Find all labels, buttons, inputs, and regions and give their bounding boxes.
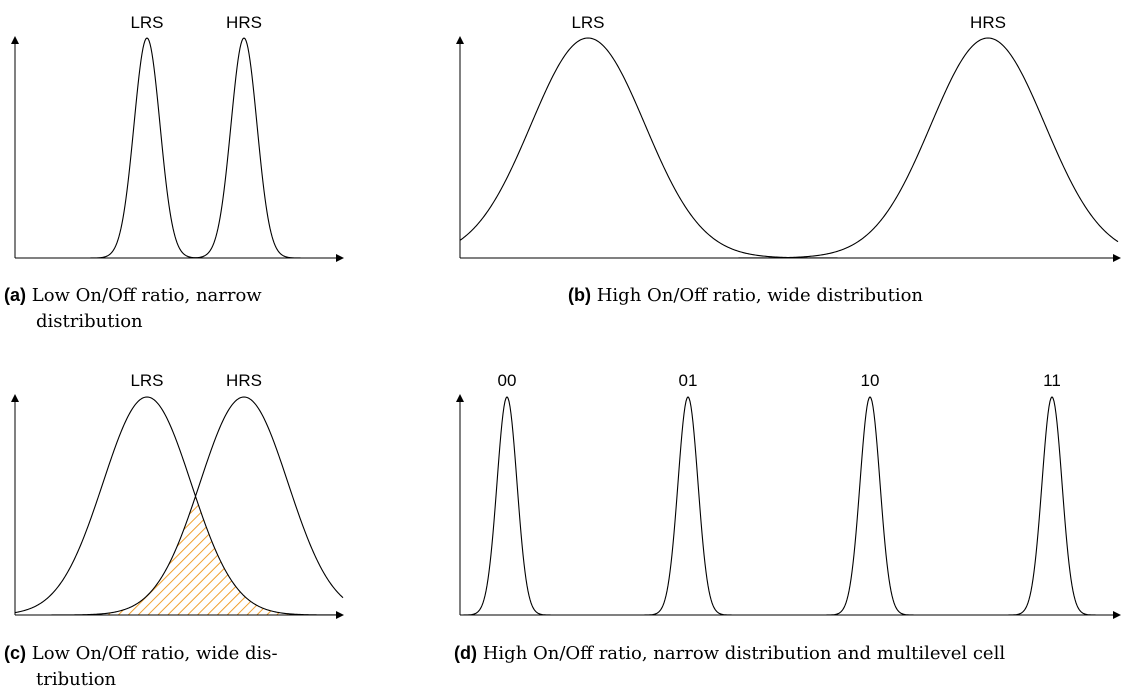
panel-b-hrs-curve [460,37,1119,259]
panel-b-caption: (b) High On/Off ratio, wide distribution [568,282,1128,309]
panel-b-plot: LRS HRS [456,13,1121,262]
panel-b-tag: (b) [568,285,591,305]
panel-a-hrs-label: HRS [226,13,262,32]
panel-c-caption-line2: tribution [36,669,117,690]
panel-c-overlap-hatch [15,497,343,615]
panel-a-hrs-curve [15,37,343,259]
panel-b-hrs-label: HRS [970,13,1006,32]
panel-d-10-curve [460,396,1118,616]
panel-d-tag: (d) [454,643,477,663]
panel-c-caption: (c) Low On/Off ratio, wide dis- tributio… [4,640,364,693]
panel-c-hrs-label: HRS [226,371,262,390]
panel-d-01-label: 01 [679,371,698,390]
panel-d-10-label: 10 [861,371,880,390]
panel-a-tag: (a) [4,285,26,305]
panel-c-lrs-label: LRS [130,371,163,390]
panel-b-lrs-label: LRS [571,13,604,32]
panel-c-lrs-curve [14,396,343,616]
panel-d-00-label: 00 [498,371,517,390]
panel-d-plot: 00 01 10 11 [456,371,1121,619]
panel-c-hrs-curve [15,396,344,616]
panel-d-11-label: 11 [1043,371,1061,390]
panel-d-00-curve [459,396,1118,616]
panel-b-lrs-curve [459,37,1118,259]
panel-c-caption-line1: Low On/Off ratio, wide dis- [31,643,278,664]
panel-d-01-curve [460,396,1118,616]
panel-a-plot: LRS HRS [11,13,344,262]
panel-a-caption: (a) Low On/Off ratio, narrow distributio… [4,282,364,335]
panel-d-caption-line1: High On/Off ratio, narrow distribution a… [482,643,1006,664]
panel-a-lrs-label: LRS [130,13,163,32]
panel-a-caption-line1: Low On/Off ratio, narrow [31,285,262,306]
panel-d-caption: (d) High On/Off ratio, narrow distributi… [454,640,1128,667]
panel-a-caption-line2: distribution [36,311,143,332]
panel-a-lrs-curve [15,37,343,259]
panel-d-11-curve [460,396,1118,616]
panel-c-plot: LRS HRS [11,371,344,619]
panel-b-caption-line1: High On/Off ratio, wide distribution [596,285,924,306]
panel-c-tag: (c) [4,643,26,663]
